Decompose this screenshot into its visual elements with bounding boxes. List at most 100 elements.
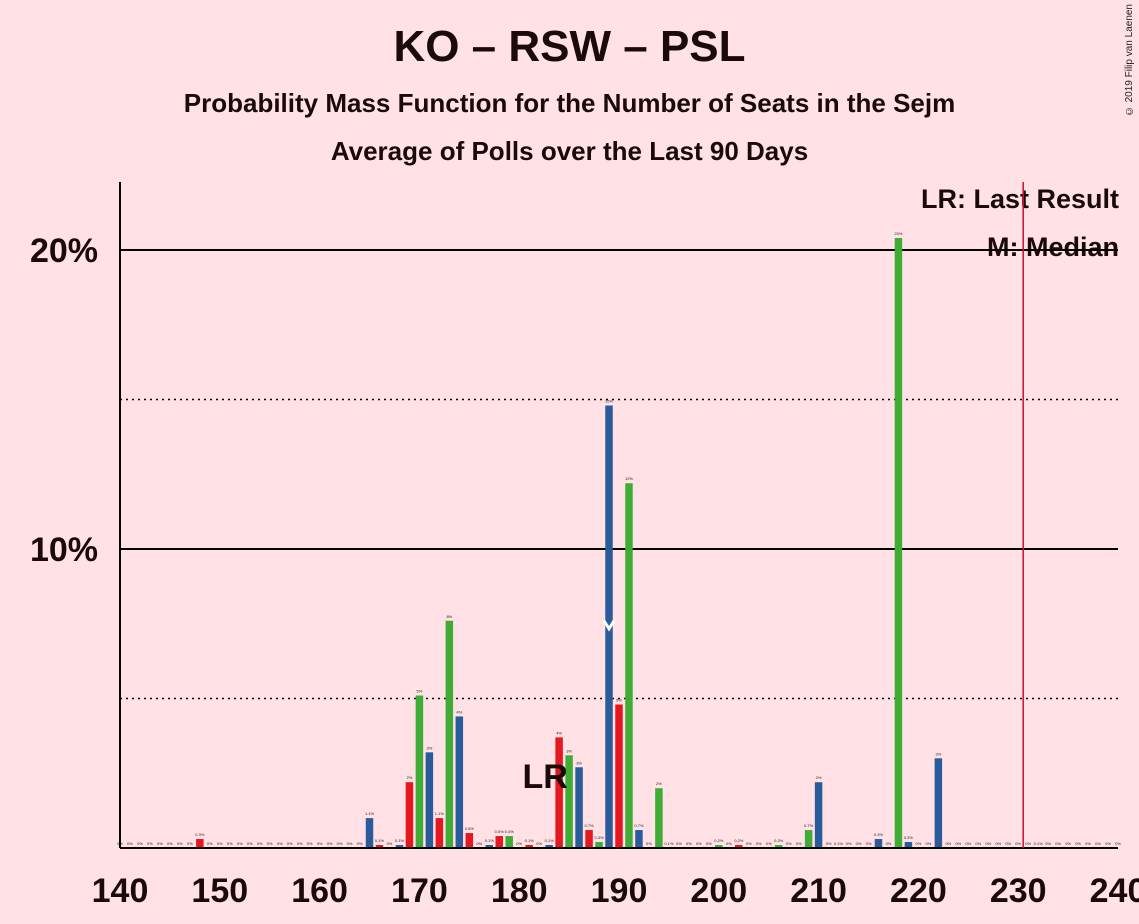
bar-label-172: 1.1% [435,811,445,816]
x-tick-label-180: 180 [491,872,548,910]
bar-label-184: 4% [556,730,562,735]
bar-label-148: 0.3% [195,832,205,837]
bar-label-233: 0% [1045,841,1051,846]
bar-170 [415,695,424,848]
x-tick-label-210: 210 [790,872,847,910]
x-tick-label-230: 230 [990,872,1047,910]
bar-label-147: 0% [187,841,193,846]
bar-148 [196,839,204,848]
bar-185 [565,755,573,848]
bar-label-213: 0% [846,841,852,846]
bar-label-211: 0% [826,841,832,846]
bar-label-162: 0% [337,841,343,846]
bar-177 [485,845,494,848]
bar-179 [505,836,513,848]
bar-label-149: 0% [207,841,213,846]
bar-label-195: 0.1% [664,841,674,846]
bar-label-159: 0% [307,841,313,846]
bar-label-228: 0% [995,841,1001,846]
bar-label-173: 8% [446,614,452,619]
bar-label-207: 0% [786,841,792,846]
bar-label-160: 0% [317,841,323,846]
chart-subtitle-secondary: Average of Polls over the Last 90 Days [330,136,809,166]
bar-label-199: 0% [706,841,712,846]
bar-label-206: 0.2% [774,838,784,843]
bar-194 [655,788,663,848]
bar-label-144: 0% [157,841,163,846]
bar-172 [435,818,444,848]
bar-label-145: 0% [167,841,173,846]
legend-median: M: Median [987,232,1119,262]
bar-181 [525,845,533,848]
bar-200 [715,845,723,848]
bar-label-236: 0% [1075,841,1081,846]
bar-label-189: 15% [605,398,613,403]
bar-label-200: 0.2% [714,838,724,843]
bar-label-205: 0% [766,841,772,846]
bar-label-230: 0% [1015,841,1021,846]
x-tick-label-160: 160 [291,872,348,910]
bar-label-169: 2% [407,775,413,780]
bar-label-168: 0.1% [395,838,405,843]
bar-label-190: 5% [616,697,622,702]
bar-label-224: 0% [955,841,961,846]
bar-label-194: 2% [656,781,662,786]
bar-label-186: 3% [576,760,582,765]
bar-label-182: 0% [536,841,542,846]
bar-label-193: 0% [646,841,652,846]
bar-218 [894,238,903,849]
bar-191 [625,483,633,848]
bar-label-158: 0% [297,841,303,846]
bar-174 [455,716,464,848]
bar-label-234: 0% [1055,841,1061,846]
bar-label-218: 20% [894,231,902,236]
bar-label-222: 3% [935,751,941,756]
chart-subtitle: Probability Mass Function for the Number… [183,88,956,118]
bar-label-217: 0% [886,841,892,846]
bar-label-202: 0.2% [734,838,744,843]
bar-202 [735,845,743,848]
bar-192 [635,830,643,848]
bar-166 [375,845,384,848]
bar-label-204: 0% [756,841,762,846]
x-tick-label-240: 240 [1090,872,1139,910]
last-result-marker: LR [522,758,567,796]
bar-label-197: 0% [686,841,692,846]
bar-label-208: 0% [796,841,802,846]
bar-188 [595,842,603,848]
bar-label-227: 0% [985,841,991,846]
bar-165 [365,818,374,848]
bar-label-180: 0% [516,841,522,846]
bar-label-231: 0% [1025,841,1031,846]
bar-label-171: 3% [426,745,432,750]
bar-label-175: 0.5% [465,826,475,831]
bar-label-229: 0% [1005,841,1011,846]
y-tick-label-10: 10% [30,531,98,569]
x-tick-label-220: 220 [890,872,947,910]
x-tick-label-140: 140 [92,872,149,910]
bar-173 [445,620,454,848]
bar-label-191: 12% [625,476,633,481]
bar-label-240: 0% [1115,841,1121,846]
x-tick-label-190: 190 [591,872,648,910]
bar-label-219: 0.3% [904,835,914,840]
bar-label-225: 0% [965,841,971,846]
annotations: LR [522,182,1024,848]
bar-169 [405,782,414,848]
bar-label-188: 0.3% [594,835,604,840]
bar-label-226: 0% [975,841,981,846]
bar-label-183: 0.1% [545,838,555,843]
bar-label-215: 0% [866,841,872,846]
bar-209 [804,830,813,848]
bar-label-212: 0.1% [834,841,844,846]
bar-label-203: 0% [746,841,752,846]
bar-label-152: 0% [237,841,243,846]
bar-label-221: 0% [925,841,931,846]
bar-label-174: 4% [456,709,462,714]
bar-label-146: 0% [177,841,183,846]
bar-label-177: 0.1% [485,838,495,843]
bar-178 [495,836,503,848]
y-tick-label-20: 20% [30,232,98,270]
bar-label-235: 0% [1065,841,1071,846]
